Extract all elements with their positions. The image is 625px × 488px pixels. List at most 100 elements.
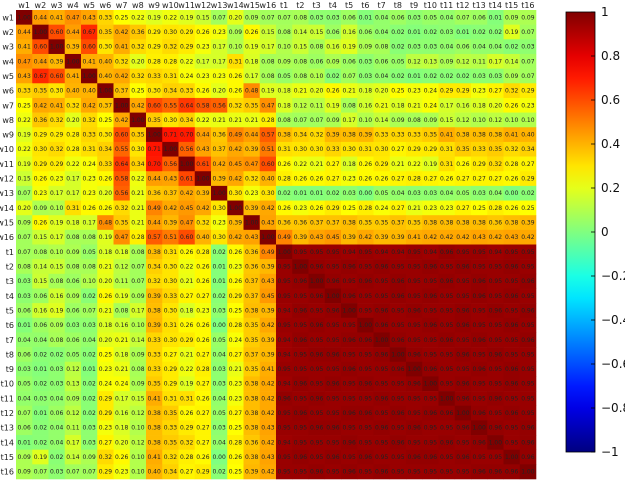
- heatmap-cell-w5-w3: [48, 68, 66, 84]
- cell-value-t7-w15: 0.35: [245, 337, 259, 344]
- cell-value-w4-t10: 0.13: [424, 58, 438, 65]
- heatmap-cell-w5-w2: [32, 68, 49, 84]
- heatmap-cell-w13-w1: [16, 185, 33, 201]
- heatmap-cell-w6-w6: [97, 83, 114, 99]
- heatmap-cell-w13-w10: [162, 185, 179, 201]
- cell-value-t13-w5: 0.03: [82, 425, 96, 432]
- cell-value-t13-w15: 0.38: [245, 425, 259, 432]
- column-label-w8: w8: [132, 1, 144, 10]
- cell-value-w6-w3: 0.30: [50, 88, 64, 95]
- cell-value-t13-w13: 0.03: [212, 425, 226, 432]
- cell-value-w16-w13: 0.30: [212, 234, 226, 241]
- cell-value-t13-w9: 0.38: [147, 425, 161, 432]
- row-labels: w1w2w3w4w5w6w7w8w9w10w11w12w13w14w15w16t…: [0, 13, 14, 476]
- cell-value-t14-w11: 0.32: [180, 439, 194, 446]
- cell-value-w11-t6: 0.26: [359, 161, 373, 168]
- cell-value-t16-w7: 0.23: [115, 469, 129, 476]
- cell-value-t6-w13: 0.00: [212, 322, 226, 329]
- heatmap-cell-w10-w15: [243, 141, 261, 157]
- heatmap-cell-w7-w6: [97, 97, 114, 113]
- cell-value-t7-w9: 0.33: [147, 337, 161, 344]
- heatmap-cell-w13-t12: [454, 185, 472, 201]
- cell-value-w7-w6: 0.37: [99, 102, 113, 109]
- heatmap-cell-w9-t4: [324, 127, 342, 143]
- cell-value-w13-w13: 1.00: [212, 190, 226, 197]
- cell-value-w11-w9: 0.70: [147, 161, 161, 168]
- cell-value-t12-t6: 0.96: [359, 410, 373, 417]
- cell-value-w5-t2: 0.08: [294, 73, 308, 80]
- heatmap-cell-w12-t11: [438, 171, 456, 187]
- cell-value-w11-w16: 0.60: [261, 161, 275, 168]
- cell-value-t10-t15: 0.96: [505, 381, 519, 388]
- cell-value-w11-w8: 0.34: [131, 161, 145, 168]
- cell-value-w5-w14: 0.26: [229, 73, 243, 80]
- heatmap-cell-w5-t8: [389, 68, 407, 84]
- cell-value-w6-t11: 0.29: [440, 88, 454, 95]
- heatmap-cell-w4-w16: [259, 53, 277, 69]
- cell-value-w8-w7: 0.42: [115, 117, 129, 124]
- heatmap-cell-w2-t16: [519, 24, 537, 40]
- cell-value-t16-t10: 0.95: [424, 469, 438, 476]
- cell-value-t12-t10: 0.96: [424, 410, 438, 417]
- cell-value-t3-t12: 0.95: [456, 278, 470, 285]
- heatmap-cell-w7-t10: [422, 97, 439, 113]
- heatmap-cell-w13-w6: [97, 185, 114, 201]
- cell-value-t6-w6: 0.18: [99, 322, 113, 329]
- cell-value-w13-t4: 0.02: [326, 190, 340, 197]
- heatmap-cell-w3-w5: [81, 39, 98, 55]
- heatmap-cell-w3-w6: [97, 39, 114, 55]
- cell-value-t7-t2: 0.96: [294, 337, 308, 344]
- heatmap-cell-w5-w16: [259, 68, 277, 84]
- cell-value-t13-w4: 0.11: [66, 425, 80, 432]
- cell-value-w16-w7: 0.47: [115, 234, 129, 241]
- cell-value-w13-t6: 0.00: [359, 190, 373, 197]
- heatmap-cell-w13-t11: [438, 185, 456, 201]
- row-label-w14: w14: [0, 204, 14, 213]
- cell-value-w12-w5: 0.23: [82, 176, 96, 183]
- cell-value-t2-t6: 0.95: [359, 263, 373, 270]
- cell-value-t10-w12: 0.27: [196, 381, 210, 388]
- cell-value-w11-w11: 1.00: [180, 161, 194, 168]
- cell-value-w13-w12: 0.39: [196, 190, 210, 197]
- cell-value-w1-t1: 0.07: [277, 14, 291, 21]
- cell-value-t8-t10: 0.95: [424, 351, 438, 358]
- column-label-t15: t15: [505, 1, 518, 10]
- cell-value-t4-t2: 0.95: [294, 293, 308, 300]
- cell-value-t8-w6: 0.25: [99, 351, 113, 358]
- cell-value-t15-w5: 0.09: [82, 454, 96, 461]
- cell-value-t15-t2: 0.96: [294, 454, 308, 461]
- heatmap-cell-w12-w12: [194, 171, 212, 187]
- cell-value-w3-w6: 0.30: [99, 44, 113, 51]
- cell-value-t16-t11: 0.95: [440, 469, 454, 476]
- heatmap-cell-w4-w6: [97, 53, 114, 69]
- cell-value-t1-t8: 0.94: [391, 249, 405, 256]
- cell-value-t10-w7: 0.24: [115, 381, 129, 388]
- heatmap-cell-w12-w6: [97, 171, 114, 187]
- cell-value-t10-w5: 0.02: [82, 381, 96, 388]
- heatmap-cell-w10-w3: [48, 141, 66, 157]
- heatmap-cell-w5-t7: [373, 68, 391, 84]
- cell-value-w6-t4: 0.26: [326, 88, 340, 95]
- cell-value-w9-w12: 0.44: [196, 132, 210, 139]
- cell-value-t5-w5: 0.07: [82, 307, 96, 314]
- heatmap-cell-w11-w9: [146, 156, 163, 172]
- heatmap-cell-w3-w15: [243, 39, 261, 55]
- cell-value-t9-t15: 0.96: [505, 366, 519, 373]
- cell-value-t2-t2: 1.00: [294, 263, 308, 270]
- heatmap-cell-w15-w6: [97, 215, 114, 231]
- cell-value-t6-t7: 0.96: [375, 322, 389, 329]
- cell-value-w5-w2: 0.67: [34, 73, 48, 80]
- cell-value-t11-t8: 0.95: [391, 395, 405, 402]
- heatmap-cell-w14-w15: [243, 200, 261, 216]
- cell-value-w11-t15: 0.28: [505, 161, 519, 168]
- cell-value-w8-t14: 0.12: [489, 117, 503, 124]
- heatmap-cell-w1-t4: [324, 10, 342, 25]
- heatmap-cell-w5-w6: [97, 68, 114, 84]
- cell-value-w10-w2: 0.30: [34, 146, 48, 153]
- cell-value-w10-t6: 0.31: [359, 146, 373, 153]
- cell-value-t5-w4: 0.06: [66, 307, 80, 314]
- heatmap-cell-w4-t10: [422, 53, 439, 69]
- cell-value-w3-w4: 0.39: [66, 44, 80, 51]
- cell-value-w2-t10: 0.02: [424, 29, 438, 36]
- cell-value-t2-w7: 0.12: [115, 263, 129, 270]
